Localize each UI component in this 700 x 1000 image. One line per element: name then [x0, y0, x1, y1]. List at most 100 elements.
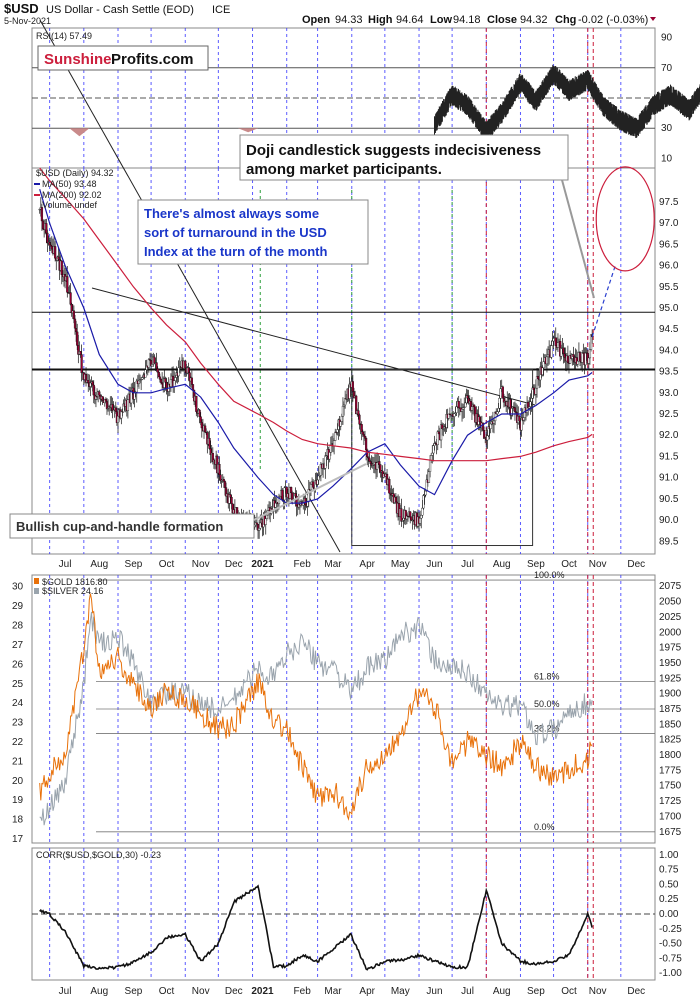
candle-body	[498, 398, 501, 409]
candle-body	[432, 445, 435, 454]
candle-body	[41, 220, 45, 230]
x-tick-label-bottom: Feb	[294, 986, 312, 997]
logo-sunshine: Sunshine	[44, 51, 112, 68]
candle-body	[151, 364, 154, 367]
candle-body	[316, 479, 319, 485]
candle-body	[72, 310, 76, 320]
doji-pointer	[561, 179, 595, 299]
usd-tick-label: 91.5	[659, 451, 679, 462]
candle-body	[116, 415, 120, 423]
ma50-line	[39, 189, 593, 504]
corr-legend: CORR($USD,$GOLD,30) -0.23	[36, 850, 161, 860]
candle-body	[584, 352, 587, 366]
candle-body	[473, 404, 476, 408]
x-tick-label: Feb	[294, 559, 312, 570]
corr-tick-label: -0.25	[659, 924, 682, 935]
candle-body	[497, 408, 500, 412]
candle-body	[155, 362, 158, 369]
high-value: 94.64	[396, 14, 424, 26]
candle-body	[75, 327, 78, 333]
candle-body	[422, 495, 425, 509]
correlation-panel: -1.00 -0.75 -0.50 -0.25 0.00 0.25 0.50 0.75 1.00…	[32, 850, 682, 979]
candle-body	[351, 381, 354, 392]
doji-annotation-box	[239, 134, 569, 181]
rsi-tick-label: 90	[661, 33, 673, 44]
chart-date: 5-Nov-2021	[4, 16, 51, 26]
x-tick-label: Nov	[589, 559, 607, 570]
corr-tick-label: 0.25	[659, 894, 679, 905]
low-label: Low	[430, 14, 452, 26]
usd-tick-label: 97.0	[659, 218, 679, 229]
usd-tick-label: 90.0	[659, 515, 679, 526]
candle-body	[98, 391, 101, 396]
corr-tick-label: 1.00	[659, 850, 679, 861]
usd-tick-label: 91.0	[659, 473, 679, 484]
x-tick-label: Oct	[561, 559, 577, 570]
candle-body	[130, 390, 133, 404]
silver-tick-label: 28	[12, 621, 24, 632]
candle-body	[283, 487, 286, 501]
candle-body	[50, 245, 53, 250]
candle-body	[191, 384, 195, 391]
silver-tick-label: 18	[12, 815, 24, 826]
candle-body	[204, 425, 207, 433]
x-tick-label: Dec	[225, 559, 243, 570]
candle-body	[48, 242, 51, 246]
candle-body	[355, 395, 358, 415]
candle-body	[174, 377, 177, 381]
usd-tick-label: 92.0	[659, 430, 679, 441]
candle-body	[120, 411, 123, 419]
candle-body	[328, 452, 331, 460]
instrument-name: US Dollar - Cash Settle (EOD)	[46, 4, 194, 16]
candle-body	[309, 484, 313, 491]
x-tick-label-bottom: Aug	[90, 986, 108, 997]
candle-body	[431, 452, 434, 456]
candle-body	[144, 369, 147, 378]
usd-legend-volume: Volume undef	[42, 200, 98, 210]
gold-tick-label: 1675	[659, 827, 682, 838]
candle-body	[518, 415, 521, 422]
x-tick-label: Aug	[493, 559, 511, 570]
candle-body	[419, 518, 422, 524]
candle-body	[66, 276, 69, 293]
logo-profits: Profits.com	[111, 51, 194, 68]
candle-body	[428, 460, 432, 472]
candle-body	[441, 424, 444, 430]
doji-text-line-2: among market participants.	[246, 161, 442, 178]
usd-tick-label: 95.5	[659, 282, 679, 293]
candle-body	[463, 406, 466, 408]
usd-tick-label: 93.0	[659, 388, 679, 399]
candle-body	[546, 354, 550, 358]
x-tick-label-bottom: Oct	[561, 986, 577, 997]
candle-body	[400, 508, 403, 522]
x-tick-label: 2021	[251, 559, 274, 570]
gold-tick-label: 1825	[659, 735, 682, 746]
gold-tick-label: 1950	[659, 658, 682, 669]
candle-body	[173, 380, 176, 387]
candle-body	[550, 345, 553, 358]
candle-body	[195, 395, 198, 412]
fib-level-label: 61.8%	[534, 671, 560, 681]
low-value: 94.18	[453, 14, 481, 26]
candle-body	[360, 424, 363, 432]
usd-tick-label: 93.5	[659, 367, 679, 378]
gold-tick-label: 1775	[659, 765, 682, 776]
candle-body	[156, 368, 159, 373]
candle-body	[361, 431, 364, 435]
usd-tick-label: 94.5	[659, 324, 679, 335]
candle-body	[409, 511, 412, 518]
doji-annotation: Doji candlestick suggests indecisiveness…	[239, 134, 595, 299]
target-ellipse	[595, 166, 655, 272]
x-tick-label: Mar	[324, 559, 342, 570]
rsi-tick-label: 30	[661, 123, 673, 134]
ma200-line	[39, 167, 593, 462]
usd-tick-label: 96.5	[659, 239, 679, 250]
candle-body	[537, 376, 540, 380]
candle-body	[492, 420, 496, 424]
gold-tick-label: 1975	[659, 643, 682, 654]
rsi-line	[434, 64, 700, 141]
gold-tick-label: 2075	[659, 581, 682, 592]
rsi-oversold-fill	[238, 128, 259, 133]
x-tick-label-bottom: May	[391, 986, 410, 997]
